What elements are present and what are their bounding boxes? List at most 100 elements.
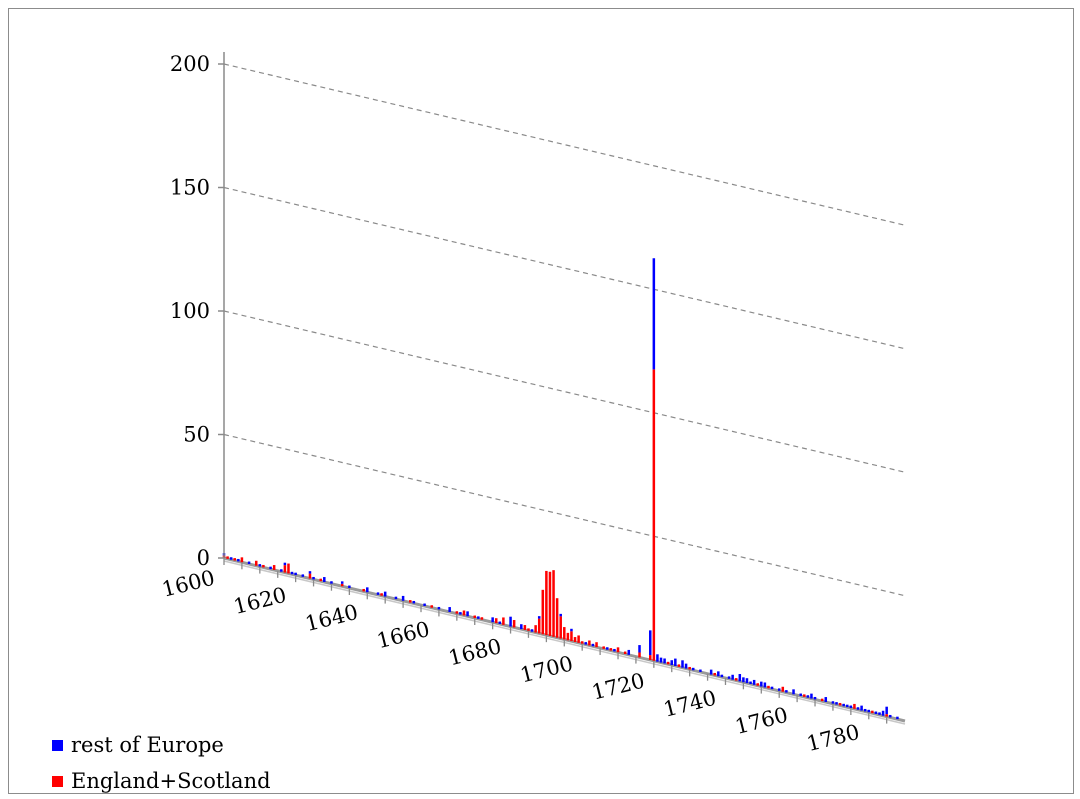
- legend-item-rest-of-europe: rest of Europe: [52, 727, 271, 763]
- bar-england-scotland-1670: [473, 615, 476, 618]
- y-tick-label-50: 50: [183, 423, 210, 447]
- bar-rest-of-europe-1610: [258, 564, 262, 567]
- bar-england-scotland-1694: [559, 616, 562, 639]
- bar-rest-of-europe-1628: [323, 577, 326, 582]
- bar-rest-of-europe-1633: [340, 581, 344, 584]
- bar-rest-of-europe-1668: [466, 611, 469, 617]
- bar-england-scotland-1708: [609, 648, 613, 651]
- bar-rest-of-europe-1726: [674, 658, 677, 666]
- bar-rest-of-europe-1671: [477, 616, 480, 619]
- bar-rest-of-europe-1721: [656, 654, 659, 662]
- bar-rest-of-europe-1764: [810, 693, 813, 699]
- bar-england-scotland-1652: [409, 600, 412, 603]
- bar-rest-of-europe-1645: [383, 591, 387, 597]
- x-tick-label-1740: 1740: [661, 686, 719, 722]
- bar-rest-of-europe-1648: [394, 596, 398, 600]
- bar-rest-of-europe-1619: [290, 571, 294, 575]
- bar-rest-of-europe-1663: [448, 607, 451, 612]
- bar-england-scotland-1756: [781, 686, 785, 692]
- bar-rest-of-europe-1630: [330, 581, 333, 584]
- bar-rest-of-europe-1785: [885, 706, 888, 715]
- bar-rest-of-europe-1775: [849, 705, 853, 708]
- bar-rest-of-europe-1675: [491, 617, 494, 623]
- bar-rest-of-europe-1703: [591, 643, 595, 647]
- bar-rest-of-europe-1666: [459, 612, 462, 615]
- bar-england-scotland-1702: [588, 640, 591, 646]
- bar-england-scotland-1681: [512, 620, 516, 628]
- bar-rest-of-europe-1761: [799, 693, 802, 696]
- bar-england-scotland-1687: [534, 625, 537, 633]
- x-tick-label-1600: 1600: [160, 566, 218, 602]
- bar-england-scotland-1716: [638, 652, 641, 658]
- bar-rest-of-europe-1719: [649, 630, 652, 656]
- bar-england-scotland-1710: [616, 647, 620, 653]
- bar-rest-of-europe-1604: [237, 558, 240, 562]
- y-tick-label-100: 100: [170, 299, 210, 323]
- bar-england-scotland-1706: [602, 646, 605, 649]
- bars: [222, 258, 899, 720]
- bar-england-scotland-1685: [527, 628, 530, 631]
- bar-england-scotland-1752: [767, 685, 770, 689]
- x-tick-label-1700: 1700: [518, 651, 576, 687]
- bar-england-scotland-1678: [502, 617, 505, 625]
- legend-label-england-scotland: England+Scotland: [71, 769, 271, 793]
- bar-england-scotland-1762: [803, 694, 806, 697]
- bar-rest-of-europe-1725: [670, 660, 674, 666]
- bar-england-scotland-1684: [523, 625, 527, 630]
- bar-rest-of-europe-1763: [806, 695, 810, 698]
- x-tick-label-1640: 1640: [303, 600, 361, 636]
- y-tick-label-200: 200: [170, 52, 210, 76]
- bar-rest-of-europe-1722: [659, 657, 663, 663]
- bar-england-scotland-1609: [254, 560, 258, 566]
- bar-rest-of-europe-1741: [727, 676, 731, 679]
- bar-rest-of-europe-1694: [559, 613, 562, 617]
- bar-england-scotland-1692: [552, 570, 555, 637]
- bar-rest-of-europe-1686: [530, 629, 534, 632]
- bar-rest-of-europe-1755: [777, 688, 781, 691]
- bar-rest-of-europe-1729: [684, 663, 688, 669]
- bar-england-scotland-1672: [480, 617, 484, 620]
- bar-rest-of-europe-1707: [606, 647, 609, 650]
- bar-england-scotland-1690: [545, 570, 548, 636]
- bar-england-scotland-1730: [688, 666, 691, 670]
- bar-rest-of-europe-1770: [831, 701, 835, 704]
- bar-rest-of-europe-1771: [835, 702, 838, 705]
- bar-rest-of-europe-1643: [376, 592, 380, 595]
- bar-england-scotland-1667: [462, 610, 466, 616]
- bar-england-scotland-1639: [362, 588, 365, 592]
- bar-england-scotland-1781: [871, 710, 874, 714]
- bar-england-scotland-1719: [649, 655, 652, 660]
- bar-rest-of-europe-1750: [760, 681, 763, 687]
- bar-england-scotland-1627: [319, 578, 322, 582]
- bar-england-scotland-1688: [537, 618, 541, 634]
- x-tick-label-1760: 1760: [733, 703, 791, 739]
- bar-rest-of-europe-1745: [742, 677, 745, 683]
- bar-rest-of-europe-1602: [229, 557, 233, 560]
- bar-rest-of-europe-1688: [537, 616, 541, 619]
- bar-rest-of-europe-1625: [312, 576, 315, 580]
- bar-rest-of-europe-1774: [846, 704, 849, 708]
- bar-england-scotland-1689: [541, 589, 545, 635]
- bar-rest-of-europe-1640: [366, 587, 369, 593]
- bar-rest-of-europe-1656: [423, 603, 426, 606]
- bar-rest-of-europe-1650: [401, 595, 405, 601]
- legend-swatch-rest-of-europe: [52, 739, 63, 751]
- bar-rest-of-europe-1683: [520, 624, 523, 630]
- bar-rest-of-europe-1768: [824, 697, 828, 702]
- legend: rest of Europe England+Scotland: [52, 727, 271, 799]
- bar-rest-of-europe-1777: [856, 707, 860, 710]
- x-tick-label-1780: 1780: [804, 720, 862, 756]
- legend-label-rest-of-europe: rest of Europe: [71, 733, 224, 757]
- bar-rest-of-europe-1617: [283, 562, 287, 566]
- bar-rest-of-europe-1713: [627, 649, 631, 655]
- legend-swatch-england-scotland: [52, 775, 63, 787]
- gridline-50: [223, 433, 905, 597]
- bar-rest-of-europe-1751: [763, 682, 767, 688]
- bar-rest-of-europe-1778: [860, 705, 863, 711]
- bar-england-scotland-1644: [380, 593, 383, 596]
- bar-england-scotland-1696: [566, 632, 570, 641]
- bar-england-scotland-1695: [563, 627, 566, 640]
- bar-england-scotland-1605: [240, 557, 244, 563]
- gridline-100: [223, 310, 905, 473]
- bar-rest-of-europe-1607: [247, 561, 251, 564]
